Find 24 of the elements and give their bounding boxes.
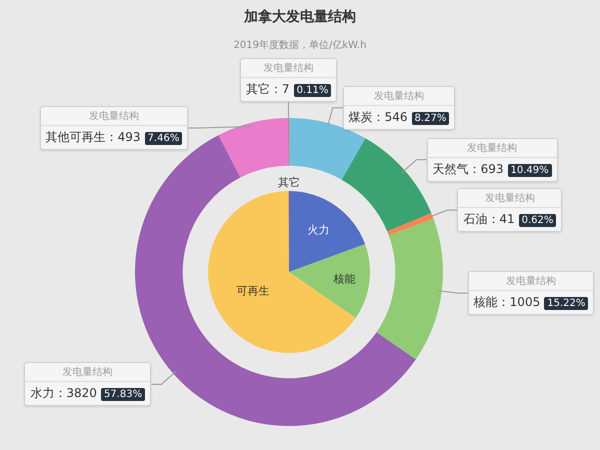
data-label: 其他可再生：493 7.46% [46, 130, 180, 145]
pie-slice [289, 244, 370, 318]
data-label: 天然气：693 10.49% [432, 162, 550, 177]
pie-slice [208, 191, 356, 353]
slice-label: 火力 [307, 223, 330, 236]
slice-label: 可再生 [236, 284, 270, 298]
data-label: 石油：41 0.62% [463, 212, 554, 228]
slice-label: 核能 [332, 272, 356, 286]
chart-title: 加拿大发电量结构 [243, 9, 356, 26]
data-label: 核能：1005 15.22% [474, 295, 586, 310]
callout-box: 发电量结构 其他可再生：493 7.46% [40, 106, 188, 150]
callout-box: 发电量结构 核能：1005 15.22% [468, 271, 594, 316]
callout-box: 发电量结构 煤炭：546 8.27% [342, 86, 456, 130]
callout-box: 发电量结构 水力：3820 57.83% [24, 362, 152, 406]
callout-box: 发电量结构 其它：7 0.11% [240, 58, 338, 102]
pie-slice [289, 191, 366, 272]
data-label: 其它：7 0.11% [246, 82, 330, 97]
slice-label: 发电量结构 [344, 86, 454, 106]
data-label: 水力：3820 57.83% [30, 386, 144, 402]
callout-box: 发电量结构 石油：41 0.62% [457, 188, 562, 232]
chart-subtitle: 2019年度数据，单位/亿kW.h [234, 39, 366, 52]
callout-box: 发电量结构 天然气：693 10.49% [426, 138, 558, 182]
data-label: 煤炭：546 8.27% [348, 110, 448, 125]
slice-label: 其它 [278, 176, 300, 189]
